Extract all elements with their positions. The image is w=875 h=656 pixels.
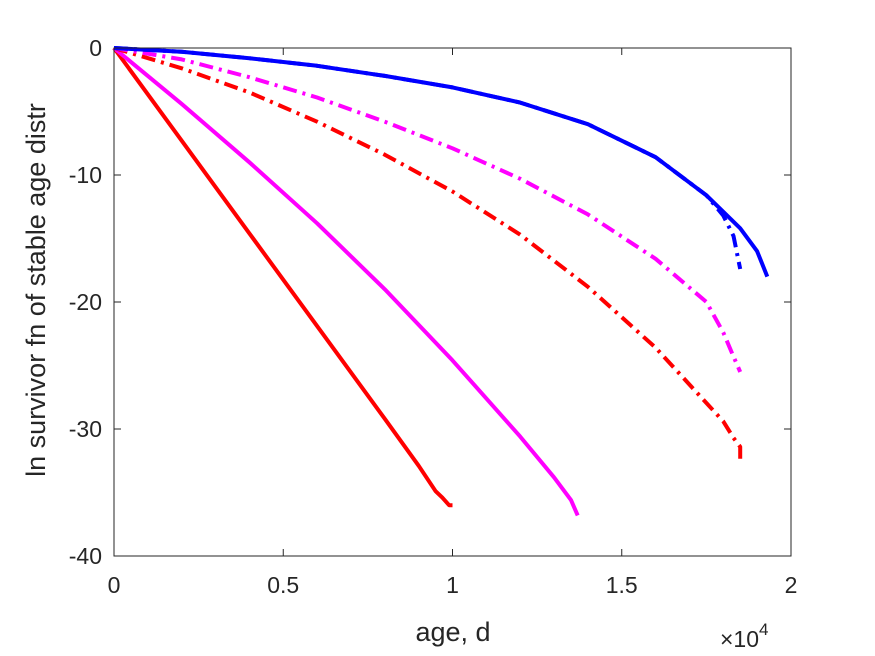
y-tick-label: -40 bbox=[69, 543, 102, 569]
series-line-3 bbox=[113, 46, 743, 462]
series-line-2 bbox=[112, 46, 580, 517]
series-line-6 bbox=[113, 46, 770, 278]
x-axis-multiplier-exponent: 4 bbox=[759, 620, 768, 639]
x-axis-label: age, d bbox=[415, 617, 490, 647]
series-layer bbox=[112, 46, 770, 517]
series-line-4 bbox=[113, 46, 743, 373]
x-tick-label: 1 bbox=[446, 572, 459, 598]
y-axis-label: ln survivor fn of stable age distr bbox=[21, 103, 51, 477]
plot-area bbox=[114, 48, 791, 556]
y-tick-label: -10 bbox=[69, 162, 102, 188]
x-tick-label: 1.5 bbox=[606, 572, 638, 598]
x-tick-label: 2 bbox=[785, 572, 798, 598]
y-tick-label: -20 bbox=[69, 289, 102, 315]
y-tick-label: -30 bbox=[69, 416, 102, 442]
x-tick-label: 0 bbox=[108, 572, 121, 598]
x-axis-multiplier-base: ×10 bbox=[720, 626, 759, 652]
x-tick-label: 0.5 bbox=[267, 572, 299, 598]
y-tick-label: 0 bbox=[89, 35, 102, 61]
tick-layer: 0 0.5 1 1.5 2 0 -10 -20 -30 -40 bbox=[69, 35, 798, 598]
x-axis-multiplier: ×104 bbox=[720, 620, 768, 652]
series-line-1 bbox=[112, 46, 453, 508]
